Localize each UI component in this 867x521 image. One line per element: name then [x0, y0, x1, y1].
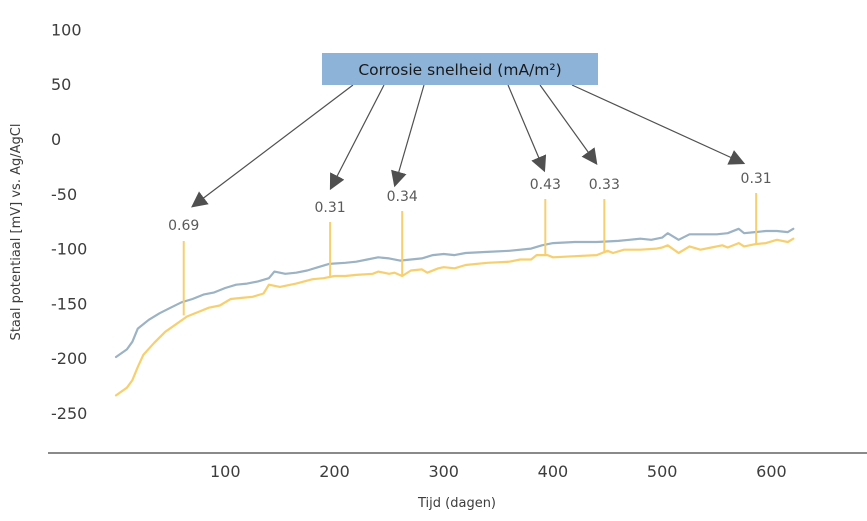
annotation-label: 0.69: [168, 218, 199, 234]
y-tick-label: 100: [51, 20, 82, 39]
x-tick-label: 500: [647, 462, 678, 481]
x-axis-title: Tijd (dagen): [417, 496, 496, 511]
y-tick-label: -250: [51, 404, 87, 423]
series-line-1: [114, 227, 795, 359]
x-tick-label: 100: [210, 462, 241, 481]
callout: Corrosie snelheid (mA/m²): [322, 53, 598, 85]
series-line-2: [114, 237, 795, 397]
annotation-label: 0.31: [315, 200, 346, 216]
callout-arrow: [329, 84, 385, 191]
annotation-layer: 0.69 0.31 0.34 0.43 0.33 0.31: [168, 171, 772, 316]
y-tick-label: 0: [51, 130, 61, 149]
callout-arrow: [539, 84, 598, 165]
annotation-label: 0.33: [589, 177, 620, 193]
x-tick-label: 200: [319, 462, 350, 481]
annotation-label: 0.34: [387, 189, 418, 205]
annotation-label: 0.43: [530, 177, 561, 193]
y-tick-label: -50: [51, 185, 77, 204]
y-axis-title: Staal potentiaal [mV] vs. Ag/AgCl: [9, 124, 24, 341]
y-axis-ticks: 100 50 0 -50 -100 -150 -200 -250: [51, 20, 87, 422]
callout-text: Corrosie snelheid (mA/m²): [358, 61, 561, 79]
callout-arrow: [571, 84, 746, 165]
x-axis-ticks: 100 200 300 400 500 600: [210, 462, 787, 481]
callout-arrow: [507, 84, 547, 173]
callout-arrow: [191, 84, 354, 208]
annotation-label: 0.31: [741, 171, 772, 187]
y-tick-label: -150: [51, 294, 87, 313]
x-tick-label: 300: [428, 462, 459, 481]
series-layer: [114, 227, 795, 397]
callout-box: [322, 53, 598, 85]
y-tick-label: -100: [51, 240, 87, 259]
arrow-layer: [191, 84, 746, 208]
x-tick-label: 600: [756, 462, 787, 481]
y-tick-label: 50: [51, 75, 71, 94]
y-tick-label: -200: [51, 349, 87, 368]
callout-arrow: [391, 84, 425, 188]
x-tick-label: 400: [538, 462, 569, 481]
